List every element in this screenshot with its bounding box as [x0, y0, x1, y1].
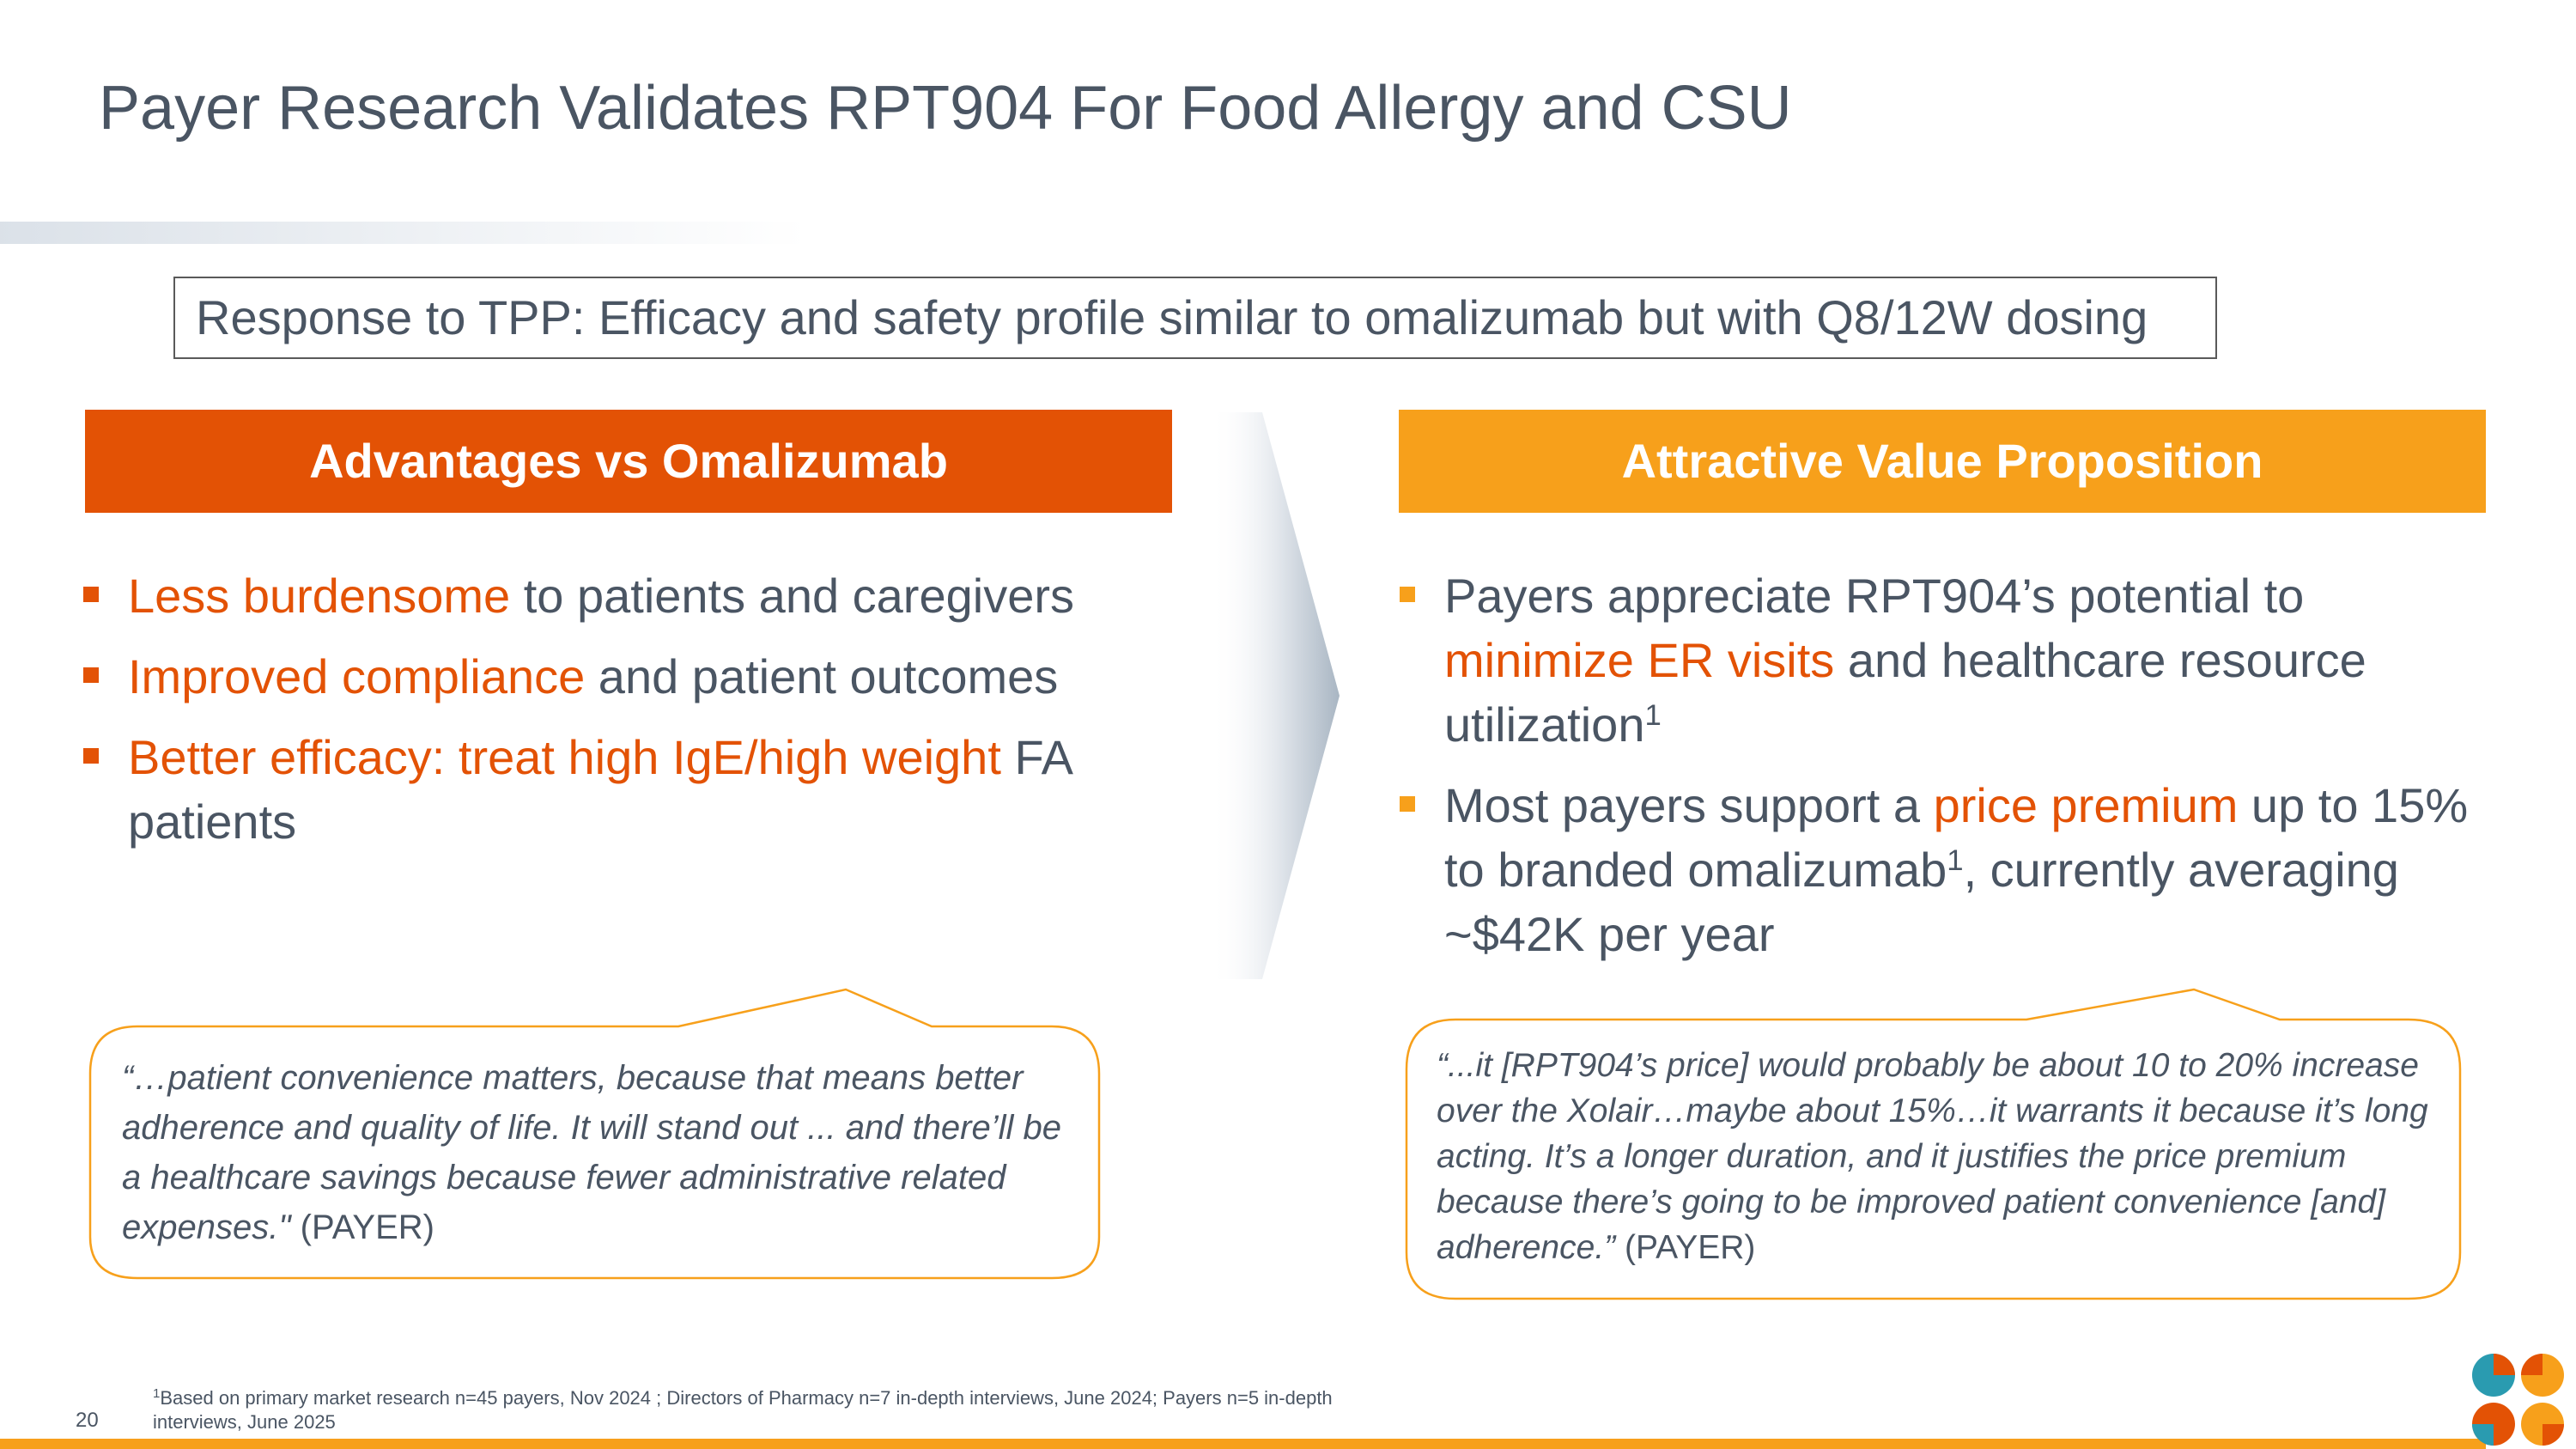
bullet-text: and healthcare resource utilization	[1444, 633, 2366, 752]
square-bullet-icon	[83, 587, 99, 602]
value-bullet-list: Payers appreciate RPT904’s potential to …	[1400, 563, 2473, 983]
bullet-text: , currently averaging ~$42K per year	[1444, 843, 2399, 961]
footnote-text: Based on primary market research n=45 pa…	[153, 1387, 1333, 1433]
footnote: 1Based on primary market research n=45 p…	[153, 1386, 1355, 1434]
right-payer-quote: “...it [RPT904’s price] would probably b…	[1437, 1043, 2450, 1270]
bullet-text: FA patients	[128, 730, 1071, 849]
bullet-highlight: minimize ER visits	[1444, 633, 1835, 687]
bullet-text: Payers appreciate RPT904’s potential to	[1444, 569, 2305, 623]
bullet-text: and patient outcomes	[585, 649, 1059, 703]
title-divider	[0, 222, 807, 244]
quote-source: (PAYER)	[290, 1209, 434, 1246]
footnote-marker: 1	[153, 1386, 161, 1401]
chevron-arrow-icon	[1211, 412, 1340, 979]
company-logo-icon	[2472, 1354, 2564, 1446]
list-item: Less burdensome to patients and caregive…	[83, 563, 1165, 628]
footnote-marker: 1	[1644, 698, 1662, 732]
bullet-text: Most payers support a	[1444, 778, 1934, 832]
bullet-text: up to 15% to branded omalizumab	[1444, 778, 2469, 897]
footnote-marker: 1	[1947, 843, 1964, 877]
page-number: 20	[76, 1409, 99, 1432]
advantages-header: Advantages vs Omalizumab	[85, 410, 1172, 513]
list-item: Improved compliance and patient outcomes	[83, 644, 1165, 709]
bullet-highlight: Better efficacy: treat high IgE/high wei…	[128, 730, 1001, 784]
square-bullet-icon	[1400, 587, 1415, 602]
advantages-bullet-list: Less burdensome to patients and caregive…	[83, 563, 1165, 870]
left-payer-quote: “…patient convenience matters, because t…	[122, 1053, 1084, 1252]
value-proposition-header: Attractive Value Proposition	[1399, 410, 2486, 513]
list-item: Payers appreciate RPT904’s potential to …	[1400, 563, 2473, 757]
list-item: Better efficacy: treat high IgE/high wei…	[83, 725, 1165, 854]
square-bullet-icon	[83, 667, 99, 683]
footer-accent-bar	[0, 1439, 2486, 1449]
page-title: Payer Research Validates RPT904 For Food…	[99, 74, 1792, 143]
bullet-text: to patients and caregivers	[510, 569, 1074, 623]
tpp-response-box: Response to TPP: Efficacy and safety pro…	[173, 277, 2217, 359]
square-bullet-icon	[1400, 796, 1415, 812]
bullet-highlight: price premium	[1933, 778, 2239, 832]
quote-text: “...it [RPT904’s price] would probably b…	[1437, 1047, 2428, 1266]
quote-text: “…patient convenience matters, because t…	[122, 1059, 1062, 1246]
bullet-highlight: Improved compliance	[128, 649, 586, 703]
bullet-highlight: Less burdensome	[128, 569, 511, 623]
list-item: Most payers support a price premium up t…	[1400, 773, 2473, 966]
square-bullet-icon	[83, 748, 99, 764]
quote-source: (PAYER)	[1615, 1229, 1756, 1266]
